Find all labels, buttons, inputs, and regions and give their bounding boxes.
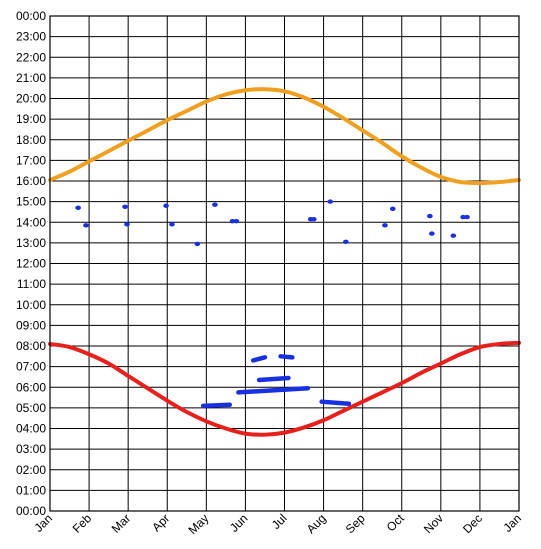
series-line-1 bbox=[48, 340, 521, 437]
y-axis-tick-labels: 00:00 01:00 02:00 03:00 04:00 05:00 06:00 07:00… bbox=[16, 9, 46, 518]
y-tick-label: 18:00 bbox=[16, 133, 46, 147]
y-tick-label: 22:00 bbox=[16, 50, 46, 64]
y-tick-label: 09:00 bbox=[16, 318, 46, 332]
data-point bbox=[124, 222, 130, 227]
data-segment bbox=[200, 402, 233, 409]
data-point bbox=[460, 214, 466, 220]
y-tick-label: 10:00 bbox=[16, 298, 46, 312]
y-tick-label: 06:00 bbox=[16, 380, 46, 394]
y-tick-label: 00:00 bbox=[16, 504, 46, 518]
data-point bbox=[427, 213, 433, 219]
data-point bbox=[343, 239, 349, 245]
y-tick-label: 11:00 bbox=[17, 277, 46, 291]
data-segment bbox=[256, 375, 291, 383]
y-tick-label: 08:00 bbox=[16, 339, 46, 353]
y-tick-label: 02:00 bbox=[16, 463, 46, 477]
data-point bbox=[169, 222, 175, 227]
data-point bbox=[212, 202, 218, 207]
y-tick-label: 16:00 bbox=[16, 174, 46, 188]
data-point bbox=[229, 219, 236, 224]
data-point bbox=[327, 199, 334, 204]
plot-area-border bbox=[49, 15, 520, 512]
y-tick-label: 20:00 bbox=[16, 92, 46, 106]
series-layer bbox=[48, 87, 521, 437]
y-tick-label: 12:00 bbox=[16, 257, 46, 271]
y-tick-label: 04:00 bbox=[16, 422, 46, 436]
series-line-0 bbox=[48, 87, 521, 186]
data-point bbox=[194, 241, 201, 247]
data-point bbox=[163, 203, 169, 208]
data-point bbox=[233, 219, 240, 224]
y-tick-label: 21:00 bbox=[16, 71, 46, 85]
data-point bbox=[311, 216, 317, 222]
y-tick-label: 14:00 bbox=[16, 215, 46, 229]
y-tick-label: 15:00 bbox=[16, 195, 46, 209]
data-point bbox=[75, 205, 81, 211]
data-point bbox=[389, 206, 396, 212]
data-point bbox=[382, 223, 388, 228]
y-tick-label: 03:00 bbox=[16, 442, 46, 456]
data-segment bbox=[236, 386, 311, 395]
y-tick-label: 07:00 bbox=[16, 360, 46, 374]
data-segment bbox=[250, 355, 268, 363]
y-tick-label: 05:00 bbox=[16, 401, 46, 415]
data-point bbox=[122, 204, 128, 209]
data-point bbox=[83, 223, 89, 228]
y-tick-label: 00:00 bbox=[16, 9, 46, 23]
data-point bbox=[464, 214, 470, 220]
y-tick-label: 17:00 bbox=[16, 153, 46, 167]
y-tick-label: 23:00 bbox=[16, 30, 46, 44]
data-segment bbox=[319, 399, 352, 406]
data-point bbox=[429, 231, 435, 236]
data-segment bbox=[278, 354, 295, 360]
data-point bbox=[450, 233, 457, 238]
y-tick-label: 19:00 bbox=[16, 112, 46, 126]
y-tick-label: 01:00 bbox=[16, 483, 46, 497]
y-tick-label: 13:00 bbox=[16, 236, 46, 250]
